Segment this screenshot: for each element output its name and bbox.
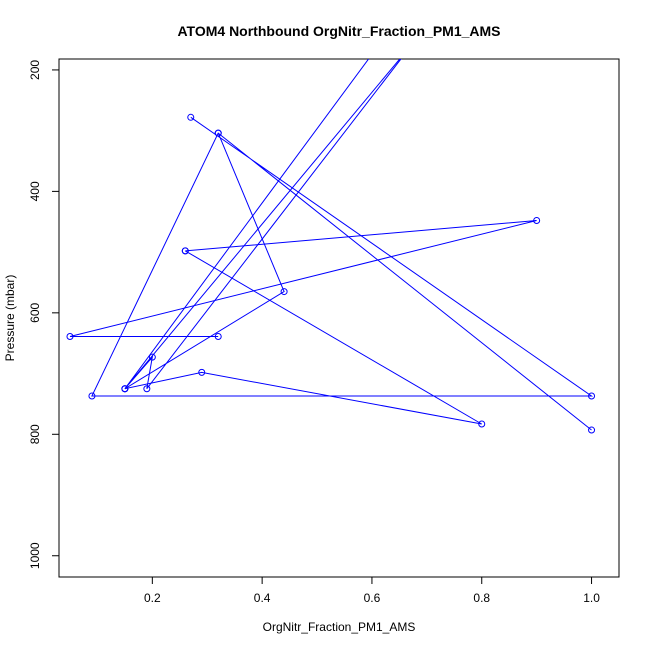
data-point	[214, 129, 222, 137]
series-line	[91, 59, 594, 431]
series-line	[69, 220, 537, 337]
chart-title: ATOM4 Northbound OrgNitr_Fraction_PM1_AM…	[177, 23, 500, 39]
x-tick-label: 1.0	[583, 591, 600, 605]
y-axis-label: Pressure (mbar)	[3, 275, 17, 362]
x-tick-label: 0.6	[364, 591, 381, 605]
series-line	[124, 250, 482, 425]
x-tick-label: 0.8	[473, 591, 490, 605]
y-tick-label: 600	[28, 303, 42, 323]
data-point	[478, 420, 486, 428]
data-point	[187, 113, 195, 121]
data-point	[88, 392, 96, 400]
y-tick-label: 1000	[28, 542, 42, 569]
data-point	[181, 247, 189, 255]
data-point	[148, 353, 156, 361]
data-point	[588, 426, 596, 434]
x-tick-label: 0.4	[254, 591, 271, 605]
x-axis-label: OrgNitr_Fraction_PM1_AMS	[263, 620, 416, 634]
y-tick-label: 400	[28, 181, 42, 201]
y-axis: 200 400 600 800 1000	[28, 60, 60, 569]
data-point	[143, 385, 151, 393]
y-tick-label: 800	[28, 424, 42, 444]
data-point	[214, 333, 222, 341]
data-point	[533, 217, 541, 225]
data-point	[66, 333, 74, 341]
x-tick-label: 0.2	[144, 591, 161, 605]
data-point	[280, 288, 288, 296]
data-point	[588, 392, 596, 400]
plot-area	[66, 59, 596, 434]
data-point	[198, 368, 206, 376]
data-point	[121, 385, 129, 393]
y-tick-label: 200	[28, 60, 42, 80]
x-axis: 0.2 0.4 0.6 0.8 1.0	[144, 576, 600, 605]
